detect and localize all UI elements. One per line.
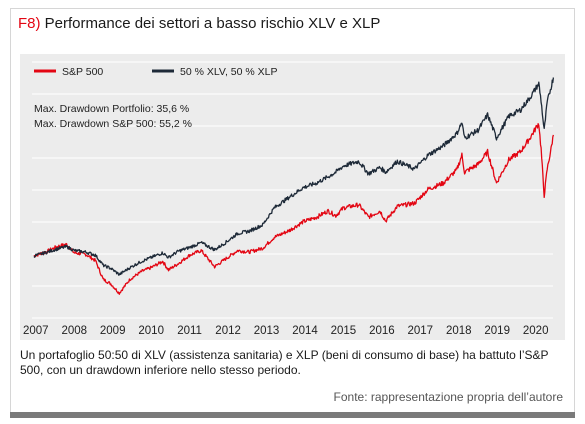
legend-label: 50 % XLV, 50 % XLP bbox=[180, 66, 277, 78]
x-tick-label: 2013 bbox=[254, 325, 280, 337]
x-tick-label: 2010 bbox=[138, 325, 164, 337]
figure-label: F8) bbox=[18, 15, 41, 32]
x-tick-label: 2017 bbox=[408, 325, 434, 337]
x-tick-labels: 2007 2008 2009 2010 2011 2012 2013 2014 2015 2016… bbox=[23, 325, 548, 337]
figure-caption: Un portafoglio 50:50 di XLV (assistenza … bbox=[20, 348, 549, 377]
x-tick-label: 2009 bbox=[100, 325, 126, 337]
figure-title-text: Performance dei settori a basso rischio … bbox=[44, 15, 381, 32]
x-tick-label: 2015 bbox=[331, 325, 357, 337]
x-tick-label: 2014 bbox=[292, 325, 318, 337]
x-tick-label: 2012 bbox=[215, 325, 241, 337]
chart-area: 2007 2008 2009 2010 2011 2012 2013 2014 2015 2016… bbox=[20, 54, 565, 340]
x-tick-label: 2016 bbox=[369, 325, 395, 337]
figure-title: F8) Performance dei settori a basso risc… bbox=[18, 15, 380, 32]
x-tick-label: 2007 bbox=[23, 325, 49, 337]
legend: S&P 500 50 % XLV, 50 % XLP bbox=[34, 66, 277, 78]
x-tick-label: 2020 bbox=[523, 325, 549, 337]
series-line-sp500 bbox=[33, 123, 555, 295]
drawdown-annotation: Max. Drawdown S&P 500: 55,2 % bbox=[34, 118, 192, 130]
line-chart: 2007 2008 2009 2010 2011 2012 2013 2014 2015 2016… bbox=[23, 61, 555, 337]
source-note: Fonte: rappresentazione propria dell’aut… bbox=[333, 390, 563, 404]
x-tick-label: 2011 bbox=[177, 325, 202, 337]
series-lines bbox=[33, 77, 555, 295]
x-tick-label: 2019 bbox=[484, 325, 510, 337]
series-line-portfolio bbox=[33, 77, 555, 276]
grid-lines bbox=[32, 61, 553, 319]
x-tick-label: 2008 bbox=[62, 325, 88, 337]
drawdown-annotation: Max. Drawdown Portfolio: 35,6 % bbox=[34, 103, 189, 115]
x-tick-label: 2018 bbox=[446, 325, 472, 337]
bottom-rule bbox=[10, 412, 575, 418]
annotations: Max. Drawdown Portfolio: 35,6 % Max. Draw… bbox=[34, 103, 192, 130]
legend-label: S&P 500 bbox=[62, 66, 103, 78]
